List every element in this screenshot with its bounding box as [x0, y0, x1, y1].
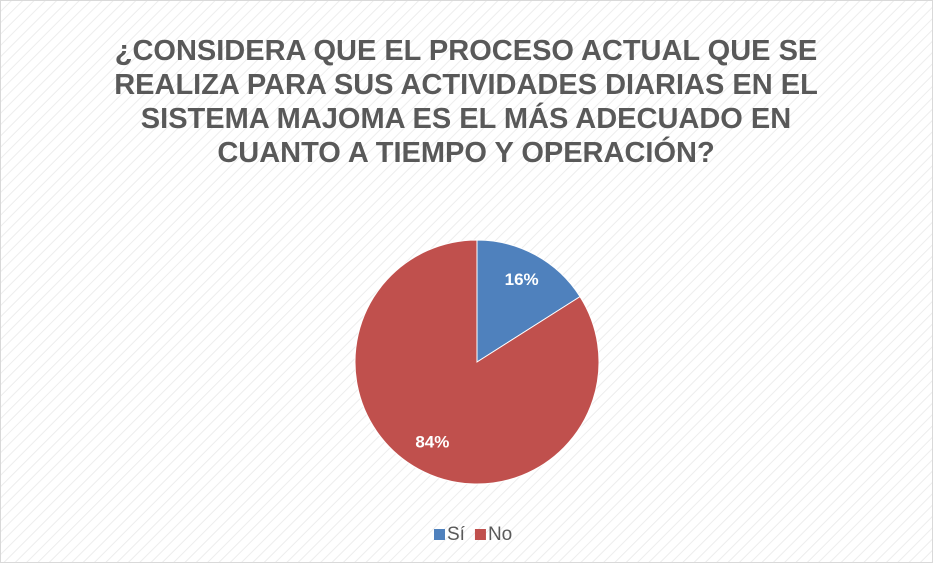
data-label: 16% — [505, 270, 539, 289]
legend-swatch — [434, 529, 445, 540]
legend-label: No — [488, 524, 512, 545]
legend-swatch — [474, 529, 486, 540]
pie-slice — [354, 239, 600, 485]
chart-title: ¿CONSIDERA QUE EL PROCESO ACTUAL QUE SE … — [114, 35, 818, 169]
legend-label: Sí — [447, 524, 466, 545]
pie-slice — [476, 239, 581, 363]
pie: 16% 84% — [354, 239, 600, 485]
legend: Sí No — [434, 524, 512, 545]
data-label: 84% — [415, 433, 449, 452]
